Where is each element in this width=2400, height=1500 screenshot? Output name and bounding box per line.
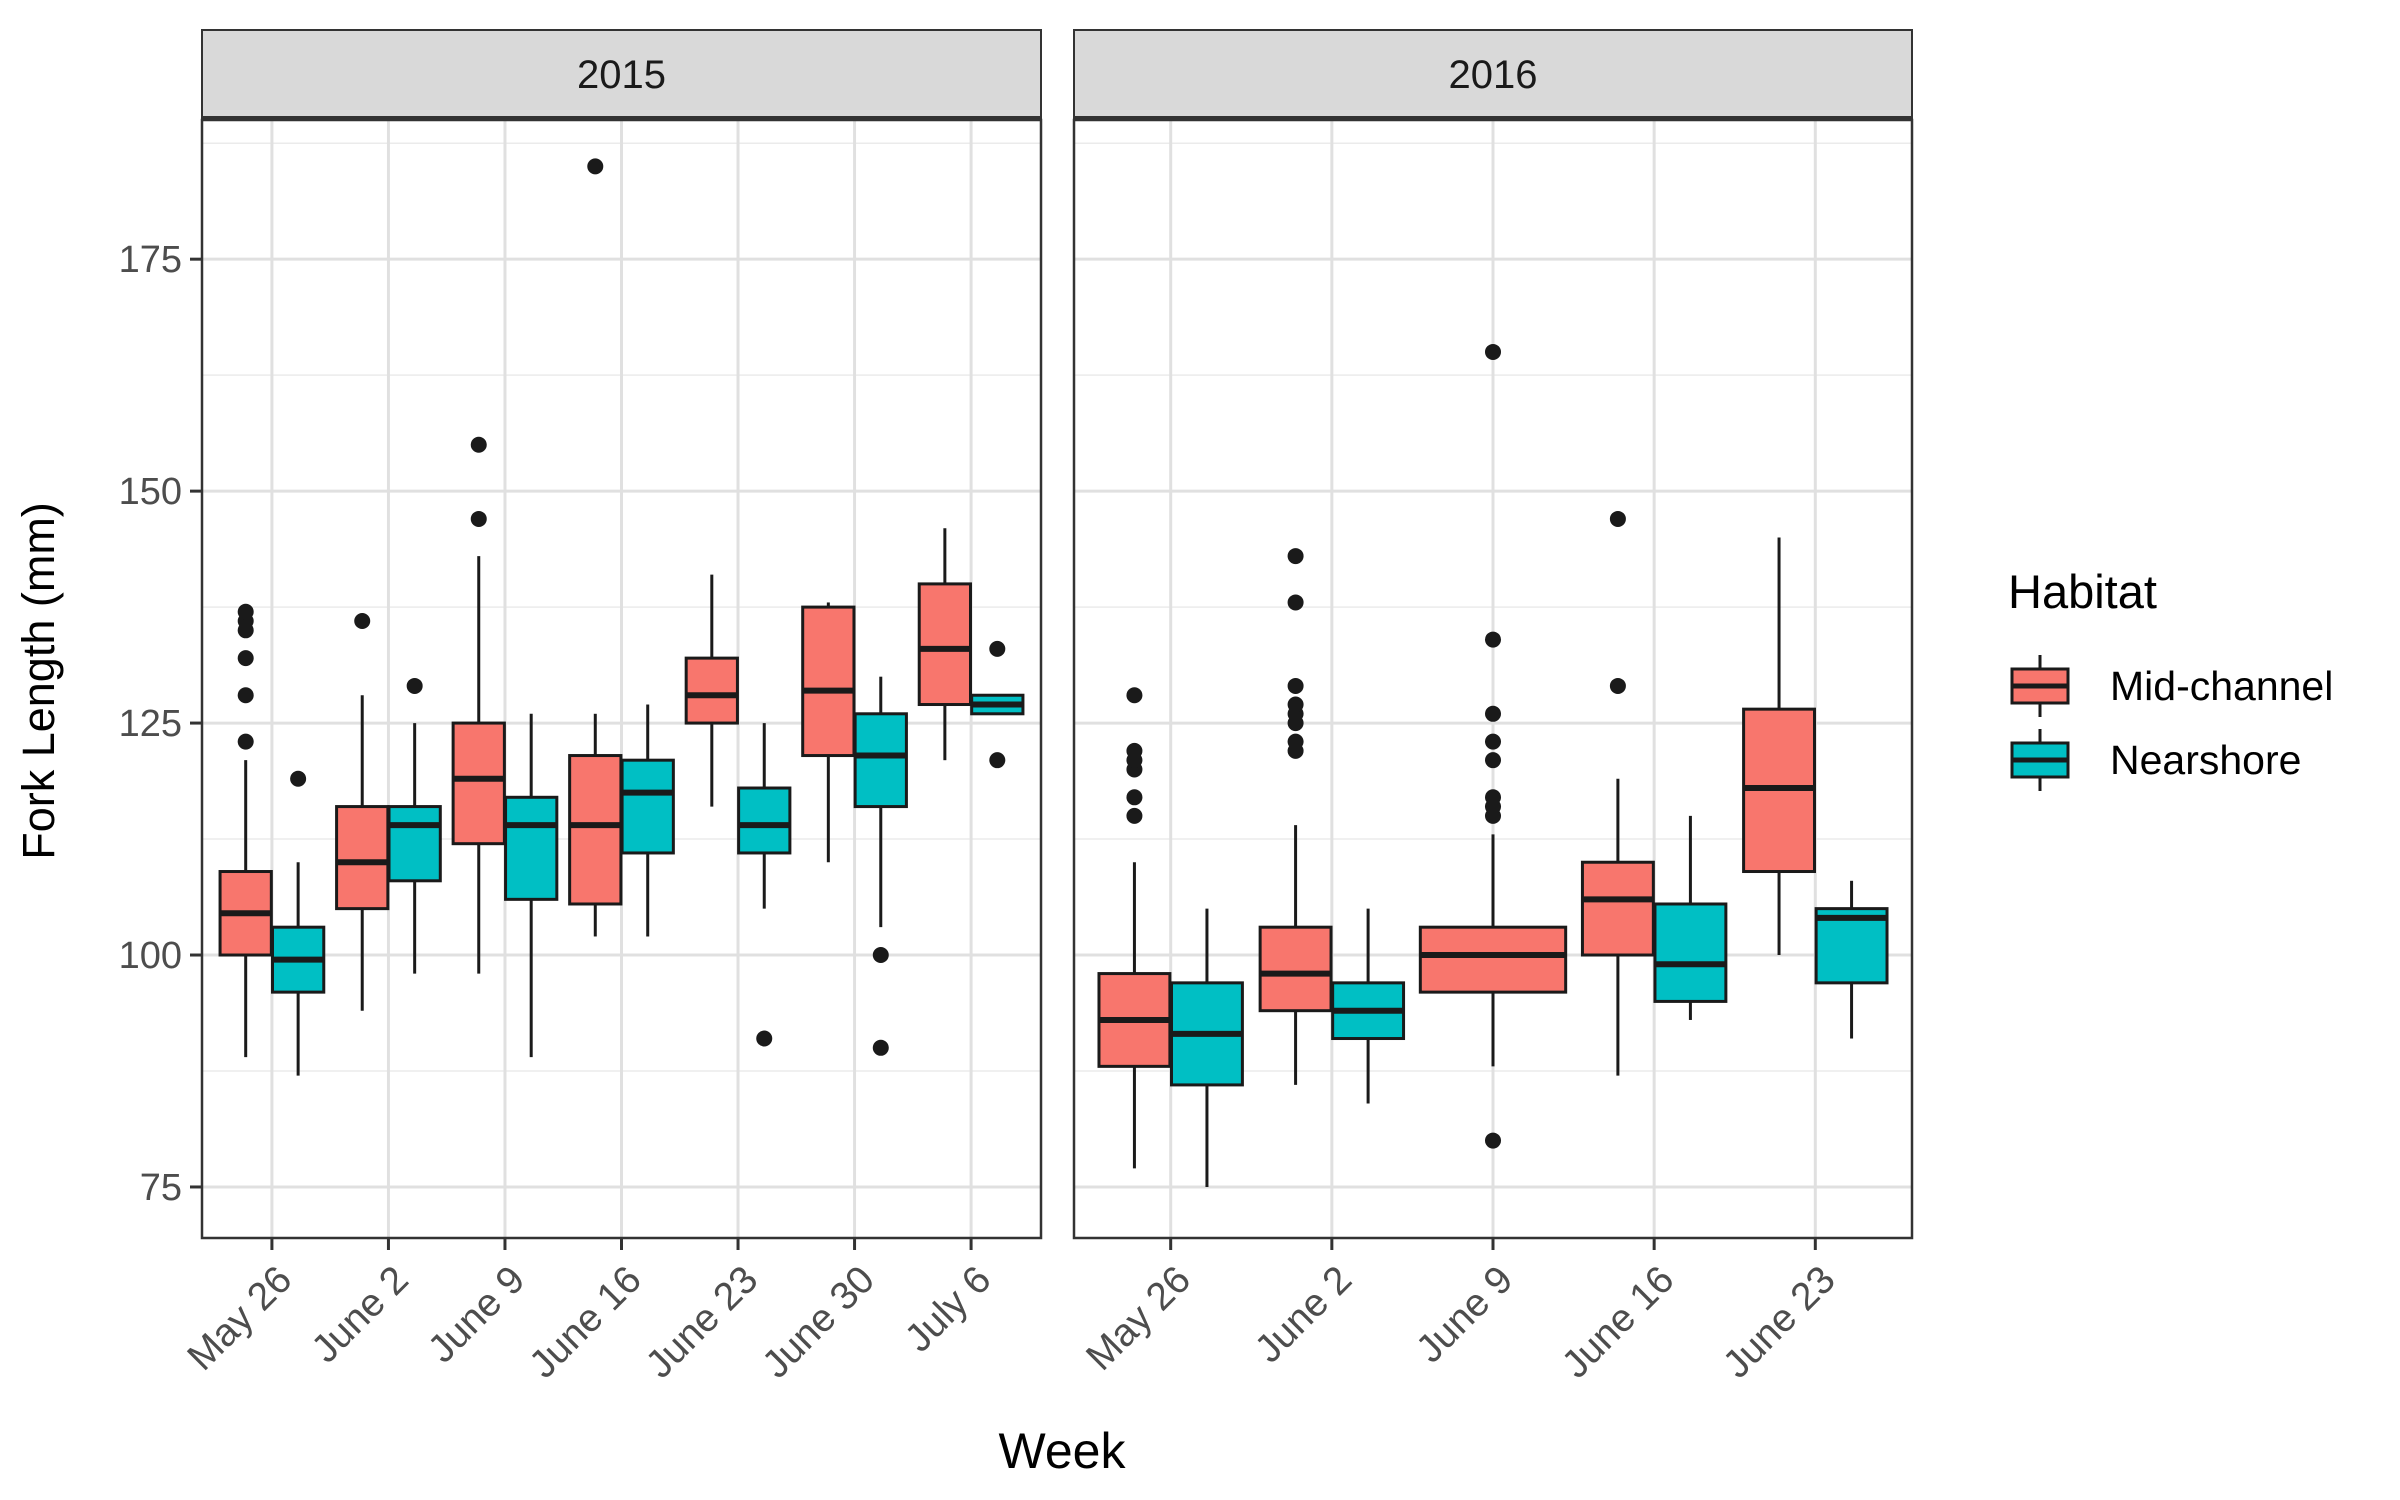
box-Mid-channel-June 23: [1742, 537, 1817, 956]
outlier-point: [872, 947, 889, 964]
y-tick-label: 125: [119, 703, 182, 745]
box-Nearshore-June 16: [620, 704, 675, 937]
box-Nearshore-June 2: [387, 677, 442, 974]
outlier-point: [1609, 510, 1626, 527]
box-Nearshore-June 30: [853, 676, 908, 1056]
box-Mid-channel-June 16: [1580, 510, 1655, 1076]
outlier-point: [1485, 343, 1501, 360]
box-Mid-channel-July 6: [917, 528, 973, 761]
panel-strip: [1073, 29, 1913, 119]
box-Nearshore-June 23: [1814, 880, 1889, 1039]
box-Mid-channel-June 2: [335, 613, 390, 1011]
legend: Habitat Mid-channel Nearshore: [2008, 565, 2333, 791]
outlier-point: [1287, 696, 1304, 713]
outlier-point: [989, 752, 1006, 769]
x-axis-title: Week: [999, 1423, 1127, 1479]
outlier-point: [1126, 742, 1143, 759]
panel-strip-label: 2015: [577, 53, 666, 97]
outlier-point: [1287, 733, 1304, 750]
box-Nearshore-June 9: [504, 713, 559, 1058]
outlier-point: [989, 640, 1006, 657]
box-Mid-channel-May 26: [1097, 687, 1172, 1169]
box-body: [1580, 860, 1655, 957]
box-body: [335, 805, 390, 911]
outlier-point: [1485, 733, 1501, 750]
outlier-point: [1485, 705, 1501, 722]
box-Nearshore-May 26: [270, 770, 326, 1076]
outlier-point: [1485, 1132, 1501, 1149]
box-body: [917, 582, 973, 707]
legend-label: Nearshore: [2110, 737, 2301, 783]
box-Nearshore-June 23: [737, 723, 792, 1047]
outlier-point: [872, 1039, 889, 1056]
box-Nearshore-June 16: [1653, 815, 1728, 1020]
legend-title: Habitat: [2008, 565, 2157, 618]
outlier-point: [470, 510, 487, 527]
box-body: [801, 605, 856, 758]
y-axis-title: Fork Length (mm): [13, 502, 64, 860]
outlier-point: [406, 677, 423, 694]
legend-label: Mid-channel: [2110, 663, 2333, 709]
box-Mid-channel-June 9: [1418, 343, 1568, 1149]
outlier-point: [1609, 677, 1626, 694]
outlier-point: [237, 650, 254, 667]
panel-strip-label: 2016: [1449, 53, 1538, 97]
box-Mid-channel-June 23: [684, 574, 739, 807]
box-Mid-channel-June 2: [1258, 548, 1333, 1085]
box-body: [620, 758, 675, 855]
y-tick-label: 175: [119, 239, 182, 281]
box-body: [737, 786, 792, 855]
box-body: [853, 712, 908, 809]
outlier-point: [1485, 752, 1501, 769]
box-Mid-channel-May 26: [218, 603, 273, 1058]
y-tick-label: 150: [119, 471, 182, 513]
panel-strip: [201, 29, 1042, 119]
box-body: [504, 795, 559, 901]
outlier-point: [237, 603, 254, 620]
outlier-point: [354, 613, 371, 630]
box-Nearshore-May 26: [1169, 908, 1244, 1187]
box-Nearshore-July 6: [970, 640, 1025, 769]
outlier-point: [470, 436, 487, 453]
y-tick-label: 75: [140, 1167, 182, 1209]
box-Mid-channel-June 16: [568, 158, 623, 937]
box-Mid-channel-June 30: [801, 602, 856, 863]
outlier-point: [237, 687, 254, 704]
outlier-point: [1126, 687, 1143, 704]
legend-key-Mid-channel: Mid-channel: [2010, 655, 2333, 717]
outlier-point: [1485, 631, 1501, 648]
outlier-point: [237, 733, 254, 750]
box-body: [1814, 907, 1889, 985]
outlier-point: [1126, 789, 1143, 806]
outlier-point: [1287, 594, 1304, 611]
box-body: [387, 805, 442, 883]
box-body: [684, 656, 739, 725]
outlier-point: [1287, 677, 1304, 694]
outlier-point: [756, 1030, 773, 1047]
legend-keys: Mid-channel Nearshore: [2010, 655, 2333, 791]
outlier-point: [1126, 807, 1143, 824]
outlier-point: [1287, 548, 1304, 565]
legend-key-Nearshore: Nearshore: [2010, 729, 2301, 791]
box-body: [1258, 925, 1333, 1013]
outlier-point: [587, 158, 604, 175]
outlier-point: [290, 770, 307, 787]
outlier-point: [1485, 789, 1501, 806]
box-body: [1653, 902, 1728, 1003]
y-tick-label: 100: [119, 935, 182, 977]
box-body: [568, 754, 623, 906]
box-Nearshore-June 2: [1331, 908, 1406, 1104]
box-body: [451, 721, 506, 846]
box-body: [1418, 925, 1568, 994]
box-Mid-channel-June 9: [451, 436, 506, 974]
